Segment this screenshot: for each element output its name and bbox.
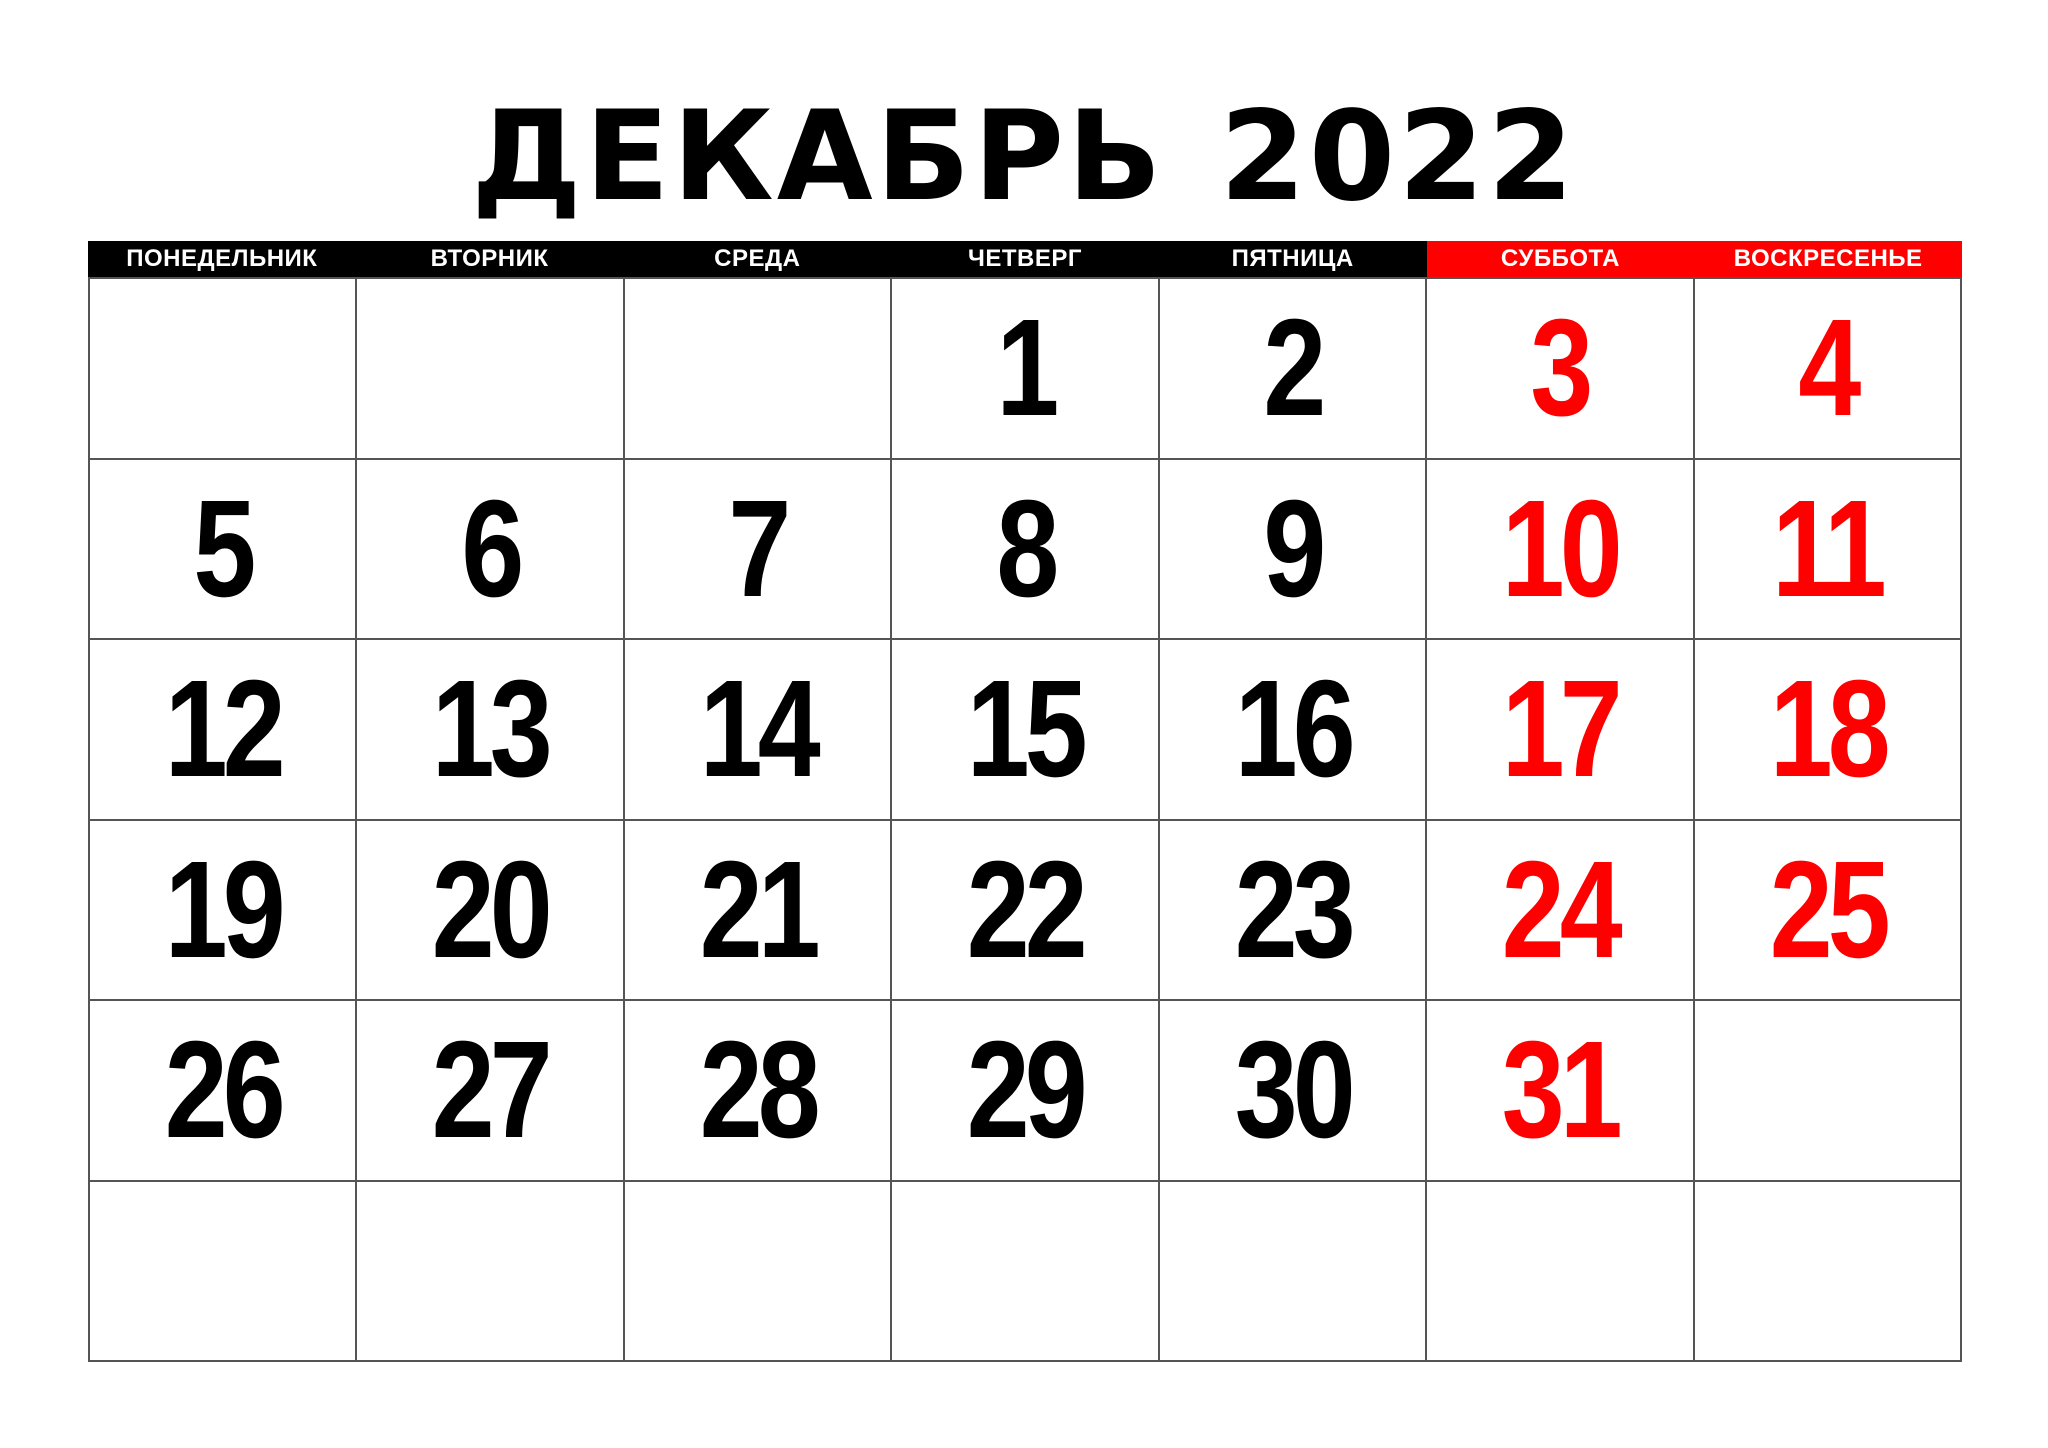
day-cell: 25 <box>1694 820 1962 1001</box>
month-label: ДЕКАБРЬ <box>471 85 1165 229</box>
day-number: 23 <box>1234 832 1355 987</box>
day-cell <box>90 1181 358 1362</box>
day-cell <box>624 1181 893 1362</box>
weekday-header-tuesday: ВТОРНИК <box>355 241 624 277</box>
day-number: 29 <box>966 1013 1088 1168</box>
day-cell: 26 <box>90 1001 358 1182</box>
day-cell <box>357 279 625 460</box>
day-cell: 11 <box>1694 459 1962 640</box>
day-cell: 28 <box>624 1001 893 1182</box>
weekday-header-friday: ПЯТНИЦА <box>1158 241 1427 277</box>
day-number: 26 <box>164 1013 286 1168</box>
day-number: 4 <box>1798 291 1861 446</box>
day-number: 13 <box>432 652 553 807</box>
day-number: 11 <box>1772 471 1887 626</box>
day-number: 8 <box>995 471 1059 626</box>
day-cell <box>357 1181 625 1362</box>
day-number: 18 <box>1769 652 1890 807</box>
day-number: 20 <box>432 832 553 987</box>
day-cell: 13 <box>357 640 625 821</box>
day-cell: 7 <box>624 459 893 640</box>
calendar-table: ПОНЕДЕЛЬНИК ВТОРНИК СРЕДА ЧЕТВЕРГ ПЯТНИЦ… <box>88 241 1962 1362</box>
weekday-header-sunday: ВОСКРЕСЕНЬЕ <box>1694 241 1962 277</box>
day-number: 22 <box>966 832 1088 987</box>
day-number: 24 <box>1501 832 1623 987</box>
day-cell: 6 <box>357 459 625 640</box>
day-cell: 31 <box>1427 1001 1695 1182</box>
day-cell: 5 <box>90 459 358 640</box>
day-cell <box>1694 1181 1962 1362</box>
day-cell <box>624 279 893 460</box>
day-number: 6 <box>461 471 524 626</box>
day-number: 10 <box>1501 471 1623 626</box>
day-cell: 17 <box>1427 640 1695 821</box>
day-number: 16 <box>1234 652 1355 807</box>
day-number: 14 <box>699 652 821 807</box>
day-cell: 29 <box>892 1001 1160 1182</box>
day-cell: 14 <box>624 640 893 821</box>
day-cell: 19 <box>90 820 358 1001</box>
day-number: 27 <box>432 1013 553 1168</box>
weekday-header-saturday: СУББОТА <box>1426 241 1695 277</box>
day-number: 21 <box>699 832 821 987</box>
day-cell <box>1427 1181 1695 1362</box>
day-cell: 9 <box>1159 459 1428 640</box>
day-number: 17 <box>1501 652 1623 807</box>
day-number: 19 <box>164 832 286 987</box>
day-number: 30 <box>1234 1013 1355 1168</box>
day-number: 1 <box>995 291 1059 446</box>
day-cell: 3 <box>1427 279 1695 460</box>
day-cell: 4 <box>1694 279 1962 460</box>
day-cell: 23 <box>1159 820 1428 1001</box>
day-number: 25 <box>1769 832 1890 987</box>
day-cell: 20 <box>357 820 625 1001</box>
day-cell: 8 <box>892 459 1160 640</box>
day-cell: 10 <box>1427 459 1695 640</box>
day-grid: 1 2 3 4 5 6 7 8 9 10 11 12 13 14 15 16 17 18 19 20 21 22 23 24 2… <box>88 277 1962 1362</box>
weekday-header-monday: ПОНЕДЕЛЬНИК <box>88 241 356 277</box>
day-cell: 27 <box>357 1001 625 1182</box>
day-number: 15 <box>966 652 1088 807</box>
weekday-header-row: ПОНЕДЕЛЬНИК ВТОРНИК СРЕДА ЧЕТВЕРГ ПЯТНИЦ… <box>88 241 1962 277</box>
day-cell: 30 <box>1159 1001 1428 1182</box>
day-cell <box>1159 1181 1428 1362</box>
day-cell: 16 <box>1159 640 1428 821</box>
day-number: 3 <box>1530 291 1594 446</box>
month-year-title: ДЕКАБРЬ 2022 <box>0 95 2048 219</box>
day-cell <box>892 1181 1160 1362</box>
weekday-header-wednesday: СРЕДА <box>623 241 892 277</box>
day-number: 31 <box>1501 1013 1623 1168</box>
day-cell: 24 <box>1427 820 1695 1001</box>
day-cell <box>90 279 358 460</box>
day-number: 9 <box>1263 471 1326 626</box>
day-cell: 12 <box>90 640 358 821</box>
day-cell: 21 <box>624 820 893 1001</box>
day-cell: 18 <box>1694 640 1962 821</box>
day-number: 2 <box>1263 291 1326 446</box>
day-number: 28 <box>699 1013 821 1168</box>
day-cell: 15 <box>892 640 1160 821</box>
weekday-header-thursday: ЧЕТВЕРГ <box>891 241 1159 277</box>
day-number: 5 <box>193 471 257 626</box>
day-number: 12 <box>164 652 286 807</box>
day-cell: 2 <box>1159 279 1428 460</box>
year-label: 2022 <box>1219 85 1577 229</box>
day-cell: 1 <box>892 279 1160 460</box>
day-cell <box>1694 1001 1962 1182</box>
day-number: 7 <box>728 471 792 626</box>
day-cell: 22 <box>892 820 1160 1001</box>
